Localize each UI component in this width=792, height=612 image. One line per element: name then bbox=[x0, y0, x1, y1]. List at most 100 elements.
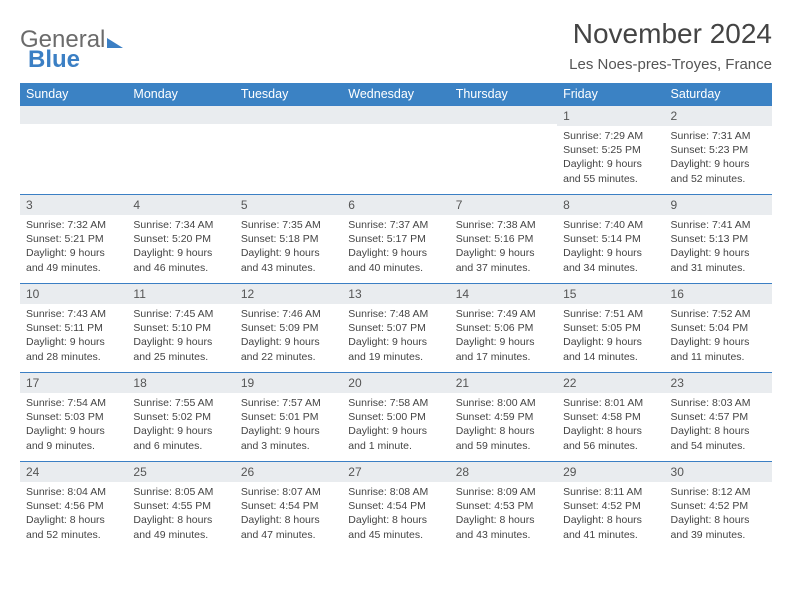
sunset-text: Sunset: 5:03 PM bbox=[26, 410, 121, 424]
day-number: 18 bbox=[127, 373, 234, 393]
day-number: 23 bbox=[665, 373, 772, 393]
day-cell: 12Sunrise: 7:46 AMSunset: 5:09 PMDayligh… bbox=[235, 284, 342, 373]
daylight-text: Daylight: 8 hours and 52 minutes. bbox=[26, 513, 121, 541]
daylight-text: Daylight: 9 hours and 1 minute. bbox=[348, 424, 443, 452]
day-body bbox=[235, 124, 342, 192]
day-body: Sunrise: 7:54 AMSunset: 5:03 PMDaylight:… bbox=[20, 393, 127, 461]
daylight-text: Daylight: 8 hours and 41 minutes. bbox=[563, 513, 658, 541]
sunrise-text: Sunrise: 8:01 AM bbox=[563, 396, 658, 410]
day-cell: 15Sunrise: 7:51 AMSunset: 5:05 PMDayligh… bbox=[557, 284, 664, 373]
sunset-text: Sunset: 5:01 PM bbox=[241, 410, 336, 424]
day-body: Sunrise: 7:58 AMSunset: 5:00 PMDaylight:… bbox=[342, 393, 449, 461]
day-cell: 4Sunrise: 7:34 AMSunset: 5:20 PMDaylight… bbox=[127, 195, 234, 284]
sunset-text: Sunset: 5:06 PM bbox=[456, 321, 551, 335]
day-cell: 25Sunrise: 8:05 AMSunset: 4:55 PMDayligh… bbox=[127, 462, 234, 551]
sunset-text: Sunset: 5:20 PM bbox=[133, 232, 228, 246]
day-number: 24 bbox=[20, 462, 127, 482]
day-cell: 9Sunrise: 7:41 AMSunset: 5:13 PMDaylight… bbox=[665, 195, 772, 284]
sunrise-text: Sunrise: 7:29 AM bbox=[563, 129, 658, 143]
day-body: Sunrise: 8:00 AMSunset: 4:59 PMDaylight:… bbox=[450, 393, 557, 461]
day-body: Sunrise: 8:07 AMSunset: 4:54 PMDaylight:… bbox=[235, 482, 342, 550]
day-body: Sunrise: 8:11 AMSunset: 4:52 PMDaylight:… bbox=[557, 482, 664, 550]
day-cell: 10Sunrise: 7:43 AMSunset: 5:11 PMDayligh… bbox=[20, 284, 127, 373]
sunset-text: Sunset: 4:54 PM bbox=[241, 499, 336, 513]
sunset-text: Sunset: 5:05 PM bbox=[563, 321, 658, 335]
day-number bbox=[127, 106, 234, 124]
logo-part2: Blue bbox=[28, 46, 80, 74]
sunset-text: Sunset: 5:17 PM bbox=[348, 232, 443, 246]
day-cell: 16Sunrise: 7:52 AMSunset: 5:04 PMDayligh… bbox=[665, 284, 772, 373]
day-body bbox=[127, 124, 234, 192]
day-number: 6 bbox=[342, 195, 449, 215]
day-number: 10 bbox=[20, 284, 127, 304]
dow-thursday: Thursday bbox=[450, 83, 557, 106]
day-number: 20 bbox=[342, 373, 449, 393]
sunrise-text: Sunrise: 7:57 AM bbox=[241, 396, 336, 410]
dow-wednesday: Wednesday bbox=[342, 83, 449, 106]
sunrise-text: Sunrise: 7:35 AM bbox=[241, 218, 336, 232]
daylight-text: Daylight: 9 hours and 19 minutes. bbox=[348, 335, 443, 363]
day-cell: 8Sunrise: 7:40 AMSunset: 5:14 PMDaylight… bbox=[557, 195, 664, 284]
day-body: Sunrise: 8:03 AMSunset: 4:57 PMDaylight:… bbox=[665, 393, 772, 461]
sunrise-text: Sunrise: 7:31 AM bbox=[671, 129, 766, 143]
day-number: 5 bbox=[235, 195, 342, 215]
week-row: 24Sunrise: 8:04 AMSunset: 4:56 PMDayligh… bbox=[20, 462, 772, 551]
day-cell: 23Sunrise: 8:03 AMSunset: 4:57 PMDayligh… bbox=[665, 373, 772, 462]
sunset-text: Sunset: 5:18 PM bbox=[241, 232, 336, 246]
day-body: Sunrise: 7:43 AMSunset: 5:11 PMDaylight:… bbox=[20, 304, 127, 372]
day-body: Sunrise: 7:34 AMSunset: 5:20 PMDaylight:… bbox=[127, 215, 234, 283]
sunrise-text: Sunrise: 7:49 AM bbox=[456, 307, 551, 321]
day-body bbox=[450, 124, 557, 192]
day-cell bbox=[20, 106, 127, 195]
day-number: 17 bbox=[20, 373, 127, 393]
sunrise-text: Sunrise: 8:03 AM bbox=[671, 396, 766, 410]
sunset-text: Sunset: 5:16 PM bbox=[456, 232, 551, 246]
day-cell: 13Sunrise: 7:48 AMSunset: 5:07 PMDayligh… bbox=[342, 284, 449, 373]
day-cell: 30Sunrise: 8:12 AMSunset: 4:52 PMDayligh… bbox=[665, 462, 772, 551]
day-cell: 21Sunrise: 8:00 AMSunset: 4:59 PMDayligh… bbox=[450, 373, 557, 462]
sunrise-text: Sunrise: 7:45 AM bbox=[133, 307, 228, 321]
daylight-text: Daylight: 8 hours and 43 minutes. bbox=[456, 513, 551, 541]
day-cell bbox=[450, 106, 557, 195]
sunset-text: Sunset: 4:58 PM bbox=[563, 410, 658, 424]
daylight-text: Daylight: 9 hours and 49 minutes. bbox=[26, 246, 121, 274]
daylight-text: Daylight: 9 hours and 17 minutes. bbox=[456, 335, 551, 363]
day-body: Sunrise: 7:37 AMSunset: 5:17 PMDaylight:… bbox=[342, 215, 449, 283]
sunrise-text: Sunrise: 8:11 AM bbox=[563, 485, 658, 499]
sunrise-text: Sunrise: 7:55 AM bbox=[133, 396, 228, 410]
day-cell bbox=[235, 106, 342, 195]
day-cell: 6Sunrise: 7:37 AMSunset: 5:17 PMDaylight… bbox=[342, 195, 449, 284]
day-number bbox=[342, 106, 449, 124]
day-number: 28 bbox=[450, 462, 557, 482]
day-body: Sunrise: 7:38 AMSunset: 5:16 PMDaylight:… bbox=[450, 215, 557, 283]
daylight-text: Daylight: 9 hours and 28 minutes. bbox=[26, 335, 121, 363]
day-cell: 14Sunrise: 7:49 AMSunset: 5:06 PMDayligh… bbox=[450, 284, 557, 373]
day-cell: 29Sunrise: 8:11 AMSunset: 4:52 PMDayligh… bbox=[557, 462, 664, 551]
daylight-text: Daylight: 9 hours and 55 minutes. bbox=[563, 157, 658, 185]
sunset-text: Sunset: 5:21 PM bbox=[26, 232, 121, 246]
day-number bbox=[20, 106, 127, 124]
day-cell: 7Sunrise: 7:38 AMSunset: 5:16 PMDaylight… bbox=[450, 195, 557, 284]
day-cell bbox=[127, 106, 234, 195]
daylight-text: Daylight: 9 hours and 6 minutes. bbox=[133, 424, 228, 452]
sunrise-text: Sunrise: 8:09 AM bbox=[456, 485, 551, 499]
sunrise-text: Sunrise: 7:38 AM bbox=[456, 218, 551, 232]
day-body bbox=[20, 124, 127, 192]
day-body: Sunrise: 7:35 AMSunset: 5:18 PMDaylight:… bbox=[235, 215, 342, 283]
daylight-text: Daylight: 9 hours and 31 minutes. bbox=[671, 246, 766, 274]
day-body: Sunrise: 7:55 AMSunset: 5:02 PMDaylight:… bbox=[127, 393, 234, 461]
day-body: Sunrise: 8:12 AMSunset: 4:52 PMDaylight:… bbox=[665, 482, 772, 550]
sunrise-text: Sunrise: 8:07 AM bbox=[241, 485, 336, 499]
sunrise-text: Sunrise: 8:00 AM bbox=[456, 396, 551, 410]
day-body: Sunrise: 7:48 AMSunset: 5:07 PMDaylight:… bbox=[342, 304, 449, 372]
day-cell: 27Sunrise: 8:08 AMSunset: 4:54 PMDayligh… bbox=[342, 462, 449, 551]
week-row: 1Sunrise: 7:29 AMSunset: 5:25 PMDaylight… bbox=[20, 106, 772, 195]
day-number: 1 bbox=[557, 106, 664, 126]
daylight-text: Daylight: 9 hours and 25 minutes. bbox=[133, 335, 228, 363]
day-number: 8 bbox=[557, 195, 664, 215]
dow-saturday: Saturday bbox=[665, 83, 772, 106]
day-body: Sunrise: 7:49 AMSunset: 5:06 PMDaylight:… bbox=[450, 304, 557, 372]
sunrise-text: Sunrise: 7:48 AM bbox=[348, 307, 443, 321]
day-number: 22 bbox=[557, 373, 664, 393]
daylight-text: Daylight: 9 hours and 14 minutes. bbox=[563, 335, 658, 363]
